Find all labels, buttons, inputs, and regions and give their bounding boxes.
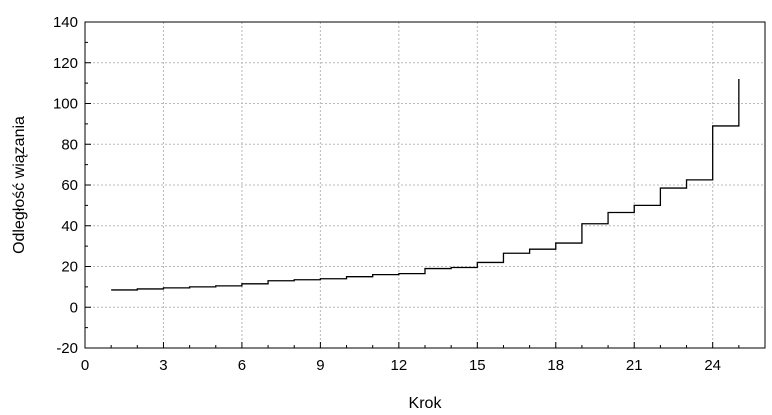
y-tick-label: 100 <box>53 96 78 113</box>
axis-ticks <box>84 21 766 349</box>
x-tick-label: 0 <box>81 357 89 374</box>
x-tick-label: 9 <box>316 357 324 374</box>
y-axis-tick-labels: -20 0 20 40 60 80 100 120 140 <box>53 14 78 357</box>
y-tick-label: 80 <box>61 136 78 153</box>
y-tick-label: 0 <box>70 299 78 316</box>
x-tick-label: 21 <box>626 357 643 374</box>
y-tick-label: 20 <box>61 259 78 276</box>
x-tick-label: 6 <box>238 357 246 374</box>
y-tick-label: -20 <box>56 340 78 357</box>
x-tick-label: 3 <box>159 357 167 374</box>
y-tick-label: 60 <box>61 177 78 194</box>
x-axis-label: Krok <box>409 395 443 412</box>
y-tick-label: 120 <box>53 55 78 72</box>
x-axis-tick-labels: 0 3 6 9 12 15 18 21 24 <box>81 357 721 374</box>
y-tick-label: 140 <box>53 14 78 31</box>
grid-lines <box>85 22 765 348</box>
x-tick-label: 12 <box>391 357 408 374</box>
x-tick-label: 15 <box>469 357 486 374</box>
x-tick-label: 24 <box>704 357 721 374</box>
series-step-line <box>111 79 740 291</box>
y-tick-label: 40 <box>61 218 78 235</box>
y-axis-label: Odległość wiązania <box>11 116 28 254</box>
x-tick-label: 18 <box>547 357 564 374</box>
